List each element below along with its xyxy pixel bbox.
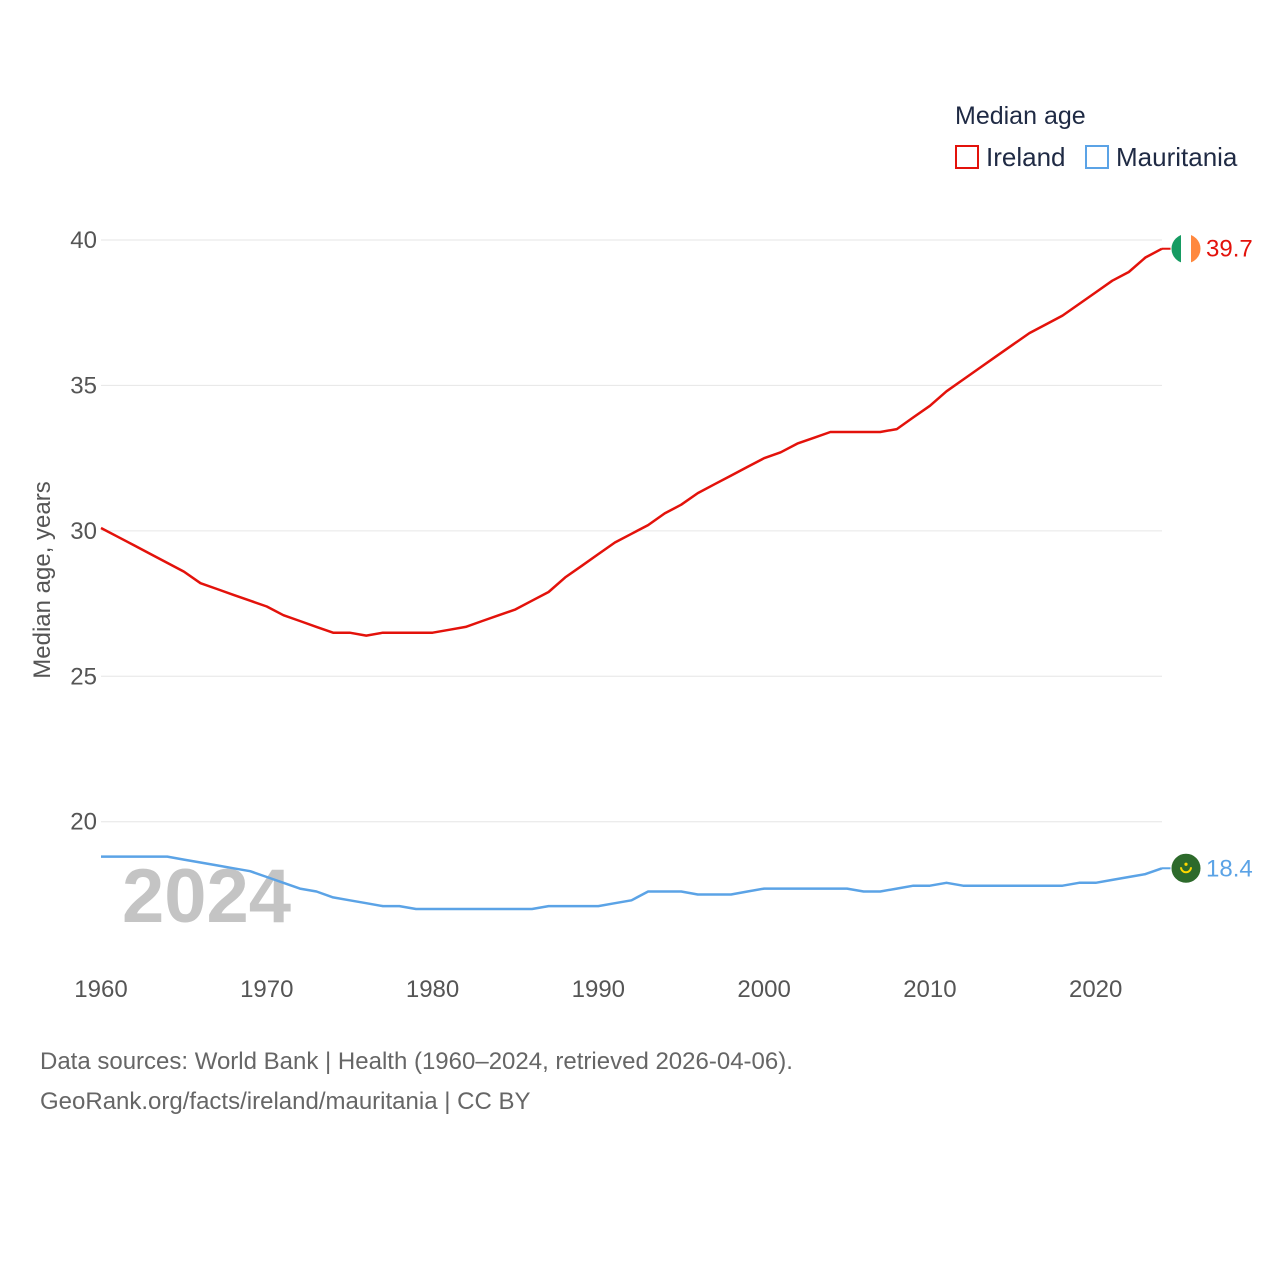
legend-label-mauritania: Mauritania bbox=[1116, 142, 1238, 172]
legend-title: Median age bbox=[955, 102, 1086, 130]
year-watermark: 2024 bbox=[122, 854, 291, 939]
series-line-ireland[interactable] bbox=[100, 247, 1163, 637]
y-tick-35: 35 bbox=[70, 372, 97, 399]
series-end-markers: 39.7 18.4 bbox=[1162, 233, 1253, 884]
grid-lines bbox=[101, 239, 1162, 823]
legend-label-ireland: Ireland bbox=[986, 142, 1066, 172]
y-axis-label: Median age, years bbox=[29, 481, 56, 678]
legend-swatch-ireland bbox=[955, 145, 979, 169]
x-tick-2010: 2010 bbox=[903, 976, 956, 1003]
footer: Data sources: World Bank | Health (1960–… bbox=[40, 1042, 793, 1122]
x-tick-1960: 1960 bbox=[74, 976, 127, 1003]
end-label-ireland: 39.7 bbox=[1206, 236, 1253, 263]
y-tick-25: 25 bbox=[70, 663, 97, 690]
ireland-flag-icon bbox=[1170, 233, 1202, 265]
x-tick-2020: 2020 bbox=[1069, 976, 1122, 1003]
legend: Median age Ireland Mauritania bbox=[955, 102, 1238, 172]
x-axis-ticks: 1960 1970 1980 1990 2000 2010 2020 bbox=[74, 976, 1122, 1003]
y-tick-30: 30 bbox=[70, 518, 97, 545]
legend-item-ireland[interactable]: Ireland bbox=[955, 142, 1066, 172]
legend-swatch-mauritania bbox=[1085, 145, 1109, 169]
x-tick-2000: 2000 bbox=[737, 976, 790, 1003]
end-label-mauritania: 18.4 bbox=[1206, 855, 1253, 882]
y-tick-20: 20 bbox=[70, 809, 97, 836]
source-link[interactable]: GeoRank.org/facts/ireland/mauritania | C… bbox=[40, 1088, 531, 1115]
x-tick-1980: 1980 bbox=[406, 976, 459, 1003]
x-tick-1970: 1970 bbox=[240, 976, 293, 1003]
y-tick-40: 40 bbox=[70, 227, 97, 254]
data-sources-text: Data sources: World Bank | Health (1960–… bbox=[40, 1048, 793, 1075]
series-lines bbox=[100, 247, 1163, 911]
x-tick-1990: 1990 bbox=[572, 976, 625, 1003]
mauritania-flag-icon bbox=[1170, 852, 1202, 884]
series-line-mauritania[interactable] bbox=[101, 855, 1163, 911]
y-axis-ticks: 20 25 30 35 40 bbox=[70, 227, 97, 836]
legend-item-mauritania[interactable]: Mauritania bbox=[1085, 142, 1238, 172]
